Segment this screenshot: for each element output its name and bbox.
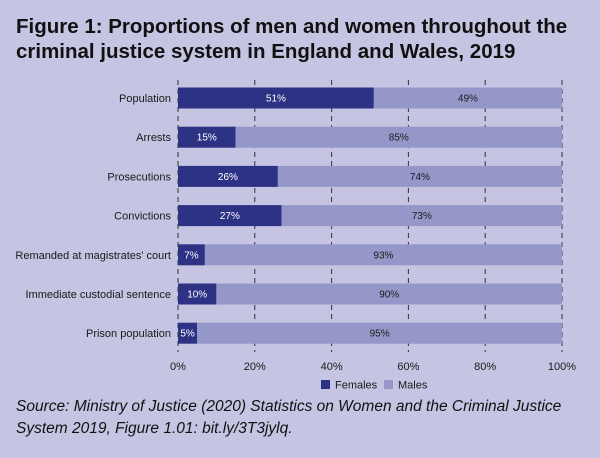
category-labels: Population Arrests Prosecutions Convictions… [15,93,171,340]
category-label: Prison population [86,328,171,340]
data-label: 5% [180,329,195,340]
x-tick-label: 80% [474,361,496,373]
bar-males [216,283,562,305]
data-label: 51% [266,94,286,105]
data-label: 26% [218,172,238,183]
data-label: 95% [370,329,390,340]
bar-females [178,244,205,266]
bar-females [178,283,217,305]
category-label: Prosecutions [107,171,171,183]
source-note: Source: Ministry of Justice (2020) Stati… [16,398,562,437]
category-label: Population [119,93,171,105]
bar-males [204,244,562,266]
legend: Females Males [321,380,428,392]
category-label: Remanded at magistrates' court [15,250,171,262]
x-tick-label: 40% [321,361,343,373]
data-label: 85% [389,133,409,144]
bar-females [178,87,374,109]
data-label: 7% [184,250,199,261]
x-axis-ticks: 0% 20% 40% 60% 80% 100% [170,361,576,373]
bar-females [178,205,282,227]
data-label: 74% [410,172,430,183]
legend-swatch-males [384,380,393,389]
legend-swatch-females [321,380,330,389]
category-label: Arrests [136,132,171,144]
bar-males [373,87,562,109]
x-tick-label: 0% [170,361,186,373]
legend-label: Males [398,380,428,392]
x-tick-label: 60% [397,361,419,373]
bar-males [197,322,562,344]
bar-males [235,126,562,148]
bar-females [178,322,198,344]
chart-title: Figure 1: Proportions of men and women t… [16,15,568,63]
bar-females [178,126,236,148]
data-label: 15% [197,133,217,144]
bar-females [178,165,278,187]
data-label: 27% [220,211,240,222]
bar-males [277,165,562,187]
data-label: 93% [373,250,393,261]
data-label: 90% [379,290,399,301]
x-tick-label: 100% [548,361,576,373]
data-label: 49% [458,94,478,105]
legend-label: Females [335,380,378,392]
x-tick-label: 20% [244,361,266,373]
data-label: 73% [412,211,432,222]
stacked-bar-chart: 51% 49% 15% 85% 26% 74% 27% 73% 7% 93% 10% 90% 5% 95%… [15,80,576,392]
bar-males [281,205,562,227]
category-label: Convictions [114,211,171,223]
data-label: 10% [187,290,207,301]
bars: 51% 49% 15% 85% 26% 74% 27% 73% 7% 93% 10% 90% 5% 95% [178,87,562,344]
category-label: Immediate custodial sentence [25,289,171,301]
